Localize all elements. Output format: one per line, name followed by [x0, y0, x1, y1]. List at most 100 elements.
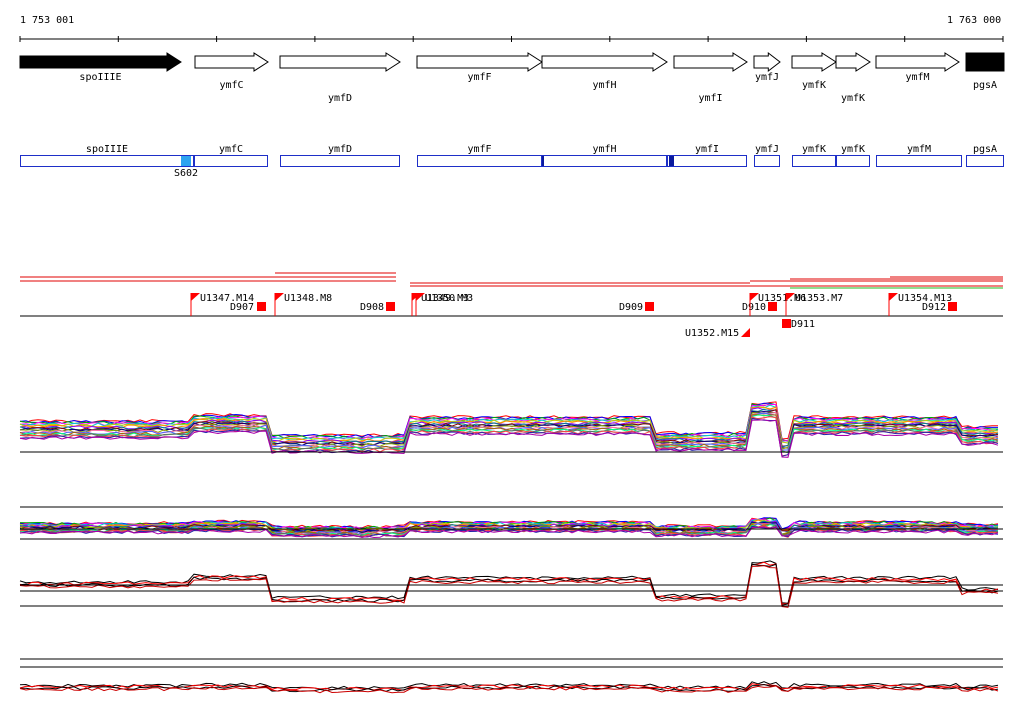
marker-flag [191, 293, 200, 301]
segment-marker: D908 [360, 302, 395, 313]
gene-ymfF: ymfF [416, 52, 543, 83]
segment-marker: D911 [782, 319, 815, 330]
gene-box-label: ymfH [592, 144, 616, 155]
segment-label: D911 [791, 319, 815, 330]
segment-marker: U1351.M6 [749, 293, 806, 316]
gene-label: ymfH [592, 80, 616, 91]
gene-box-label: pgsA [973, 144, 997, 155]
segment-label: D909 [619, 302, 643, 313]
gene-box-rect [754, 155, 780, 167]
gene-arrow-pgsA [965, 52, 1005, 72]
segment-marker: U1352.M15 [685, 328, 750, 339]
gene-spoIIIE: spoIIIE [19, 52, 182, 83]
profile-line [19, 406, 999, 447]
marker-flag [275, 293, 284, 301]
gene-box-rect [542, 155, 667, 167]
profile-line [19, 413, 999, 454]
gene-box-label: ymfK [802, 144, 826, 155]
gene-label: ymfD [328, 93, 352, 104]
gene-box-rect [194, 155, 268, 167]
segment-marker: U1347.M14 [190, 293, 254, 316]
marker-flag [416, 293, 425, 301]
marker-box [768, 302, 777, 311]
summary-profiles-panel [19, 560, 1003, 608]
segment-label: U1347.M14 [200, 293, 254, 304]
box-mutation-marker [181, 156, 191, 166]
segment-marker: D907 [230, 302, 266, 313]
gene-box-rect [836, 155, 870, 167]
gene-ymfK: ymfK [835, 52, 871, 104]
segment-label: U1352.M15 [685, 328, 739, 339]
gene-arrow-ymfM [875, 52, 960, 72]
segment-label: U1353.M7 [795, 293, 843, 304]
profile-line [19, 415, 999, 453]
profile-line [19, 561, 999, 605]
gene-box-rect [667, 155, 747, 167]
gene-box-rect [792, 155, 836, 167]
gene-box-spoIIIE: spoIIIE [20, 144, 194, 167]
gene-arrow-ymfC [194, 52, 269, 72]
gene-box-label: ymfJ [755, 144, 779, 155]
summary-profiles-panel-2 [19, 658, 1003, 694]
gene-box-ymfK: ymfK [792, 144, 836, 167]
segment-label: U1351.M6 [758, 293, 806, 304]
gene-label: ymfF [467, 72, 491, 83]
gene-label: ymfI [698, 93, 722, 104]
segment-marker: U1353.M7 [785, 293, 843, 316]
gene-arrow-ymfH [541, 52, 668, 72]
profile-line [19, 685, 999, 694]
gene-box-label: ymfM [907, 144, 931, 155]
gene-box-label: ymfD [328, 144, 352, 155]
gene-label: spoIIIE [79, 72, 121, 83]
gene-label: ymfK [802, 80, 826, 91]
gene-annotation-track: spoIIIE ymfC ymfD ymfF ymfH ymfI ymfJ ymfK ymfK y… [19, 51, 1005, 104]
profile-line [19, 526, 999, 539]
gene-box-ymfC: ymfC [194, 144, 268, 167]
gene-arrow-ymfI [673, 52, 748, 72]
gene-box-rect [966, 155, 1004, 167]
gene-ymfC: ymfC [194, 52, 269, 91]
gene-box-ymfD: ymfD [280, 144, 400, 167]
gene-ymfK: ymfK [791, 52, 837, 91]
gene-box-rect [280, 155, 400, 167]
gene-box-ymfK: ymfK [836, 144, 870, 167]
marker-box [645, 302, 654, 311]
segment-label: D907 [230, 302, 254, 313]
segment-marker: D909 [619, 302, 654, 313]
segment-label: U1348.M8 [284, 293, 332, 304]
gene-ymfJ: ymfJ [753, 51, 781, 83]
marker-flag [750, 293, 759, 301]
marker-box [257, 302, 266, 311]
gene-arrow-ymfD [279, 52, 401, 72]
gene-box-label: ymfC [219, 144, 243, 155]
segment-lines-track [20, 272, 1003, 317]
gene-box-ymfJ: ymfJ [754, 144, 780, 167]
segment-label: U1350.M3 [425, 293, 473, 304]
gene-ymfH: ymfH [541, 52, 668, 91]
marker-box [948, 302, 957, 311]
gene-arrow-spoIIIE [19, 52, 182, 72]
ruler-ticks [19, 36, 1004, 42]
expression-profiles-panel [19, 401, 1003, 458]
segment-marker: U1354.M13 [888, 293, 952, 316]
gene-arrow-ymfK [791, 52, 837, 72]
marker-flag [786, 293, 795, 301]
marker-box [782, 319, 791, 328]
segment-label: D912 [922, 302, 946, 313]
gene-box-ymfF: ymfF [417, 144, 542, 167]
gene-box-rect [20, 155, 194, 167]
box-marker-label: S602 [174, 168, 198, 179]
segment-marker: U1348.M8 [274, 293, 332, 316]
profile-line [19, 520, 999, 533]
gene-box-label: ymfK [841, 144, 865, 155]
gene-ymfI: ymfI [673, 52, 748, 104]
marker-flag [889, 293, 898, 301]
segment-label: D910 [742, 302, 766, 313]
gene-arrow-ymfJ [753, 51, 781, 73]
gene-label: ymfJ [755, 72, 779, 83]
gene-box-track: spoIIIE ymfC ymfD ymfF ymfH ymfI ymfJ ymfK ymfK y… [20, 144, 1004, 167]
gene-pgsA: pgsA [965, 52, 1005, 91]
marker-triangle [741, 328, 750, 337]
